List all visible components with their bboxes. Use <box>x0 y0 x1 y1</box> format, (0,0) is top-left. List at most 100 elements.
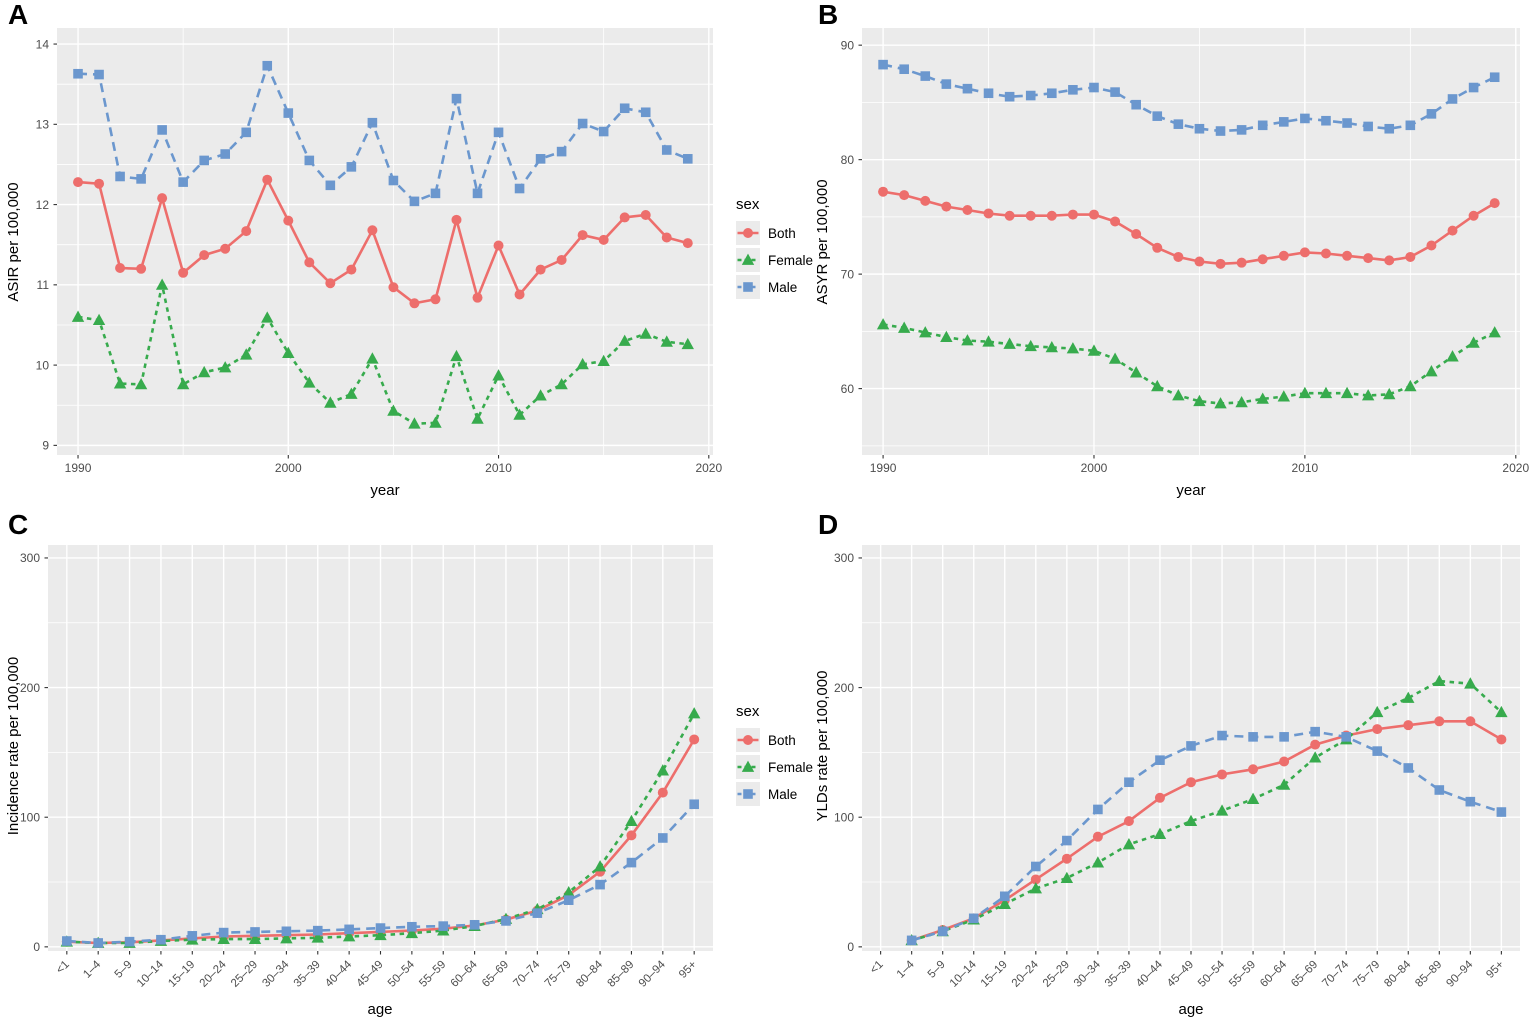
svg-text:1990: 1990 <box>65 461 92 475</box>
svg-text:1–4: 1–4 <box>81 958 103 980</box>
svg-text:2000: 2000 <box>275 461 302 475</box>
legend-item-male: Male <box>736 782 813 806</box>
panel-c-label: C <box>8 509 29 540</box>
series-both <box>73 174 693 309</box>
svg-text:200: 200 <box>834 681 854 695</box>
axis-ticks <box>858 44 1517 459</box>
panel-b-label: B <box>818 0 839 30</box>
legend-item-female-label: Female <box>768 759 814 775</box>
legend-item-both: Both <box>736 221 813 245</box>
svg-text:2000: 2000 <box>1081 461 1108 475</box>
svg-text:90: 90 <box>841 38 855 52</box>
svg-text:15–19: 15–19 <box>166 959 197 990</box>
svg-text:2020: 2020 <box>695 461 722 475</box>
svg-text:10: 10 <box>36 358 50 372</box>
svg-text:90–94: 90–94 <box>1444 958 1476 990</box>
legend-sex-bottom: sex Both Female Male <box>736 703 813 809</box>
panel-b-y-axis-title: ASYR per 100,000 <box>814 179 831 305</box>
legend-item-both: Both <box>736 728 813 752</box>
svg-text:70: 70 <box>841 267 855 281</box>
svg-text:100: 100 <box>20 810 40 824</box>
plot-background <box>862 28 1520 455</box>
svg-text:70–74: 70–74 <box>1320 958 1352 990</box>
svg-text:30–34: 30–34 <box>260 958 292 990</box>
svg-text:300: 300 <box>834 551 854 565</box>
axis-ticks <box>53 43 710 459</box>
svg-text:<1: <1 <box>868 959 886 977</box>
svg-text:80–84: 80–84 <box>574 958 606 990</box>
legend-item-male-label: Male <box>768 279 798 295</box>
svg-text:0: 0 <box>847 940 854 954</box>
svg-text:40–44: 40–44 <box>1134 958 1166 990</box>
svg-text:<1: <1 <box>54 959 72 977</box>
panel-d-x-axis-title: age <box>1178 1001 1204 1018</box>
legend-key-male-icon <box>736 275 760 299</box>
svg-text:75–79: 75–79 <box>543 959 574 990</box>
grid-major <box>862 28 1520 455</box>
legend-item-both-label: Both <box>768 225 796 241</box>
legend-item-male-label: Male <box>768 786 798 802</box>
svg-text:95+: 95+ <box>1484 958 1506 980</box>
panel-c: C <1 1–4 5–9 10–14 15–19 20–24 25–29 30–34 35–39… <box>0 509 735 1029</box>
axis-ticks <box>44 557 695 955</box>
svg-text:2020: 2020 <box>1502 461 1529 475</box>
svg-text:25–29: 25–29 <box>229 959 260 990</box>
axis-ticks <box>858 557 1502 955</box>
panel-a-label: A <box>8 0 29 30</box>
svg-text:75–79: 75–79 <box>1351 959 1382 990</box>
grid-minor <box>57 28 713 455</box>
series-male <box>906 726 1507 946</box>
svg-text:50–54: 50–54 <box>1196 958 1228 990</box>
svg-text:35–39: 35–39 <box>292 959 323 990</box>
series-female <box>71 278 694 429</box>
grid-minor <box>862 28 1520 455</box>
svg-text:80: 80 <box>841 153 855 167</box>
panel-b-x-axis-title: year <box>1176 482 1206 499</box>
svg-text:65–69: 65–69 <box>1289 959 1320 990</box>
panel-d: D <1 1–4 5–9 10–14 15–19 20–24 25–29 30–34 35–39… <box>805 509 1535 1029</box>
ylds-by-age-chart: <1 1–4 5–9 10–14 15–19 20–24 25–29 30–34 35–39 40… <box>834 545 1520 990</box>
svg-text:30–34: 30–34 <box>1072 958 1104 990</box>
incidence-by-age-chart: <1 1–4 5–9 10–14 15–19 20–24 25–29 30–34 35–39 40… <box>20 545 713 990</box>
legend-item-both-label: Both <box>768 732 796 748</box>
svg-text:60–64: 60–64 <box>1258 958 1290 990</box>
legend-sex-top: sex Both Female Male <box>736 196 813 302</box>
svg-text:0: 0 <box>33 940 40 954</box>
svg-text:40–44: 40–44 <box>323 958 355 990</box>
panel-c-y-axis-title: Incidence rate per 100,000 <box>5 656 22 836</box>
svg-text:20–24: 20–24 <box>1010 958 1042 990</box>
svg-text:11: 11 <box>37 278 50 292</box>
svg-text:50–54: 50–54 <box>386 958 418 990</box>
grid-major <box>48 545 713 951</box>
panel-c-x-axis-title: age <box>367 1001 393 1018</box>
legend-item-male: Male <box>736 275 813 299</box>
asyr-by-year-chart: 1990 2000 2010 2020 60 70 80 90 <box>841 28 1530 475</box>
svg-text:15–19: 15–19 <box>979 959 1010 990</box>
svg-text:9: 9 <box>42 439 49 453</box>
svg-text:5–9: 5–9 <box>113 959 135 981</box>
svg-text:35–39: 35–39 <box>1103 959 1134 990</box>
series-male <box>62 799 699 948</box>
series-male <box>878 59 1500 136</box>
svg-text:100: 100 <box>834 810 854 824</box>
svg-text:12: 12 <box>36 198 50 212</box>
svg-text:300: 300 <box>20 551 40 565</box>
svg-text:1–4: 1–4 <box>895 958 917 980</box>
legend-key-both-icon <box>736 221 760 245</box>
svg-text:55–59: 55–59 <box>417 959 448 990</box>
svg-text:85–89: 85–89 <box>605 959 636 990</box>
panel-b: B 1990 2000 2010 2020 60 70 80 90 ASYR per 100,… <box>805 0 1535 505</box>
legend-key-male-icon <box>736 782 760 806</box>
svg-text:14: 14 <box>36 37 50 51</box>
svg-text:60: 60 <box>841 382 855 396</box>
axis-tick-labels: 1990 2000 2010 2020 60 70 80 90 <box>841 38 1530 475</box>
svg-text:2010: 2010 <box>485 461 512 475</box>
series-both <box>878 186 1500 269</box>
legend-key-female-icon <box>736 248 760 272</box>
axis-tick-labels: 1990 2000 2010 2020 9 10 11 12 13 14 <box>36 37 723 475</box>
svg-text:65–69: 65–69 <box>480 959 511 990</box>
svg-text:55–59: 55–59 <box>1227 959 1258 990</box>
svg-text:70–74: 70–74 <box>511 958 543 990</box>
asir-by-year-chart: 1990 2000 2010 2020 9 10 11 12 13 14 <box>36 28 723 475</box>
svg-text:85–89: 85–89 <box>1413 959 1444 990</box>
